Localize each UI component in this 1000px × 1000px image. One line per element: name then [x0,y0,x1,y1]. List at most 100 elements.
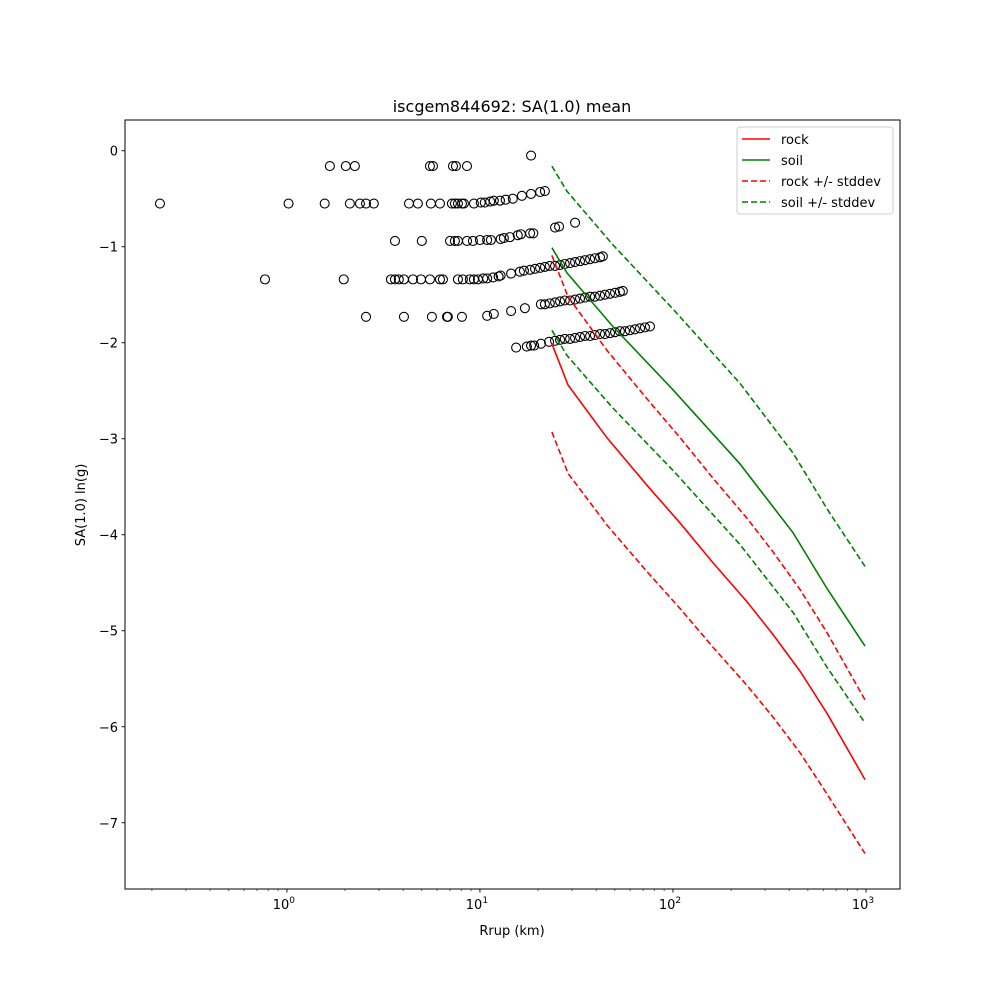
data-point [398,274,409,285]
data-point [518,265,529,276]
data-point [599,289,610,300]
data-point [349,161,360,172]
data-point [599,329,610,340]
data-point [554,221,565,232]
data-point [424,274,436,285]
data-point [585,291,596,302]
x-tick-label: 102 [659,896,681,913]
data-point [550,222,561,233]
data-point [424,161,436,172]
data-point [579,255,591,266]
data-point [468,198,479,209]
data-point [565,295,576,306]
data-point [338,274,349,285]
data-point [550,335,561,346]
series-line-rock-stddev [551,431,866,854]
data-point [426,311,437,322]
data-point [554,296,566,307]
series-line-soil-stddev [551,165,866,567]
data-point [344,198,355,209]
data-point [283,198,294,209]
data-point [407,274,419,285]
data-point [594,290,606,301]
data-point [535,262,546,273]
data-point [525,264,536,275]
data-point [434,198,446,209]
data-point [579,330,591,342]
data-point [458,198,469,209]
data-point [442,311,453,322]
data-point [585,254,596,265]
data-point [519,303,530,314]
data-point [554,334,566,345]
data-point [515,229,526,240]
data-point [425,198,436,209]
data-point [570,217,581,228]
data-point [565,257,576,269]
y-tick-label: −4 [99,529,118,544]
y-tick-label: −2 [99,337,118,352]
data-point [639,322,651,333]
data-point [525,228,536,239]
data-point [464,274,475,285]
series-line-soil [551,247,866,647]
data-point [544,298,555,309]
y-tick-label: −7 [99,817,118,832]
data-point [488,308,499,319]
data-point [589,330,600,341]
legend-box [736,126,894,215]
data-point [452,274,463,285]
data-point [456,311,468,322]
legend-label: soil [781,154,803,169]
x-axis: 100 101 102 103 [151,889,874,913]
data-point [450,161,461,172]
data-point [525,340,537,351]
data-point [498,233,509,244]
data-point [585,330,596,342]
data-point [565,333,576,344]
data-point [434,274,446,285]
data-point [324,161,335,172]
data-point [478,273,489,284]
plot-marks [154,150,866,854]
y-tick-label: 0 [110,145,118,160]
data-point [511,342,522,353]
data-point [574,293,586,304]
data-point [535,338,546,349]
data-point [452,198,463,209]
legend-label: rock [781,133,809,148]
data-point [516,190,527,201]
data-point [461,235,473,247]
data-point [457,274,468,285]
data-point [500,194,511,205]
data-point [574,256,586,267]
data-point [488,195,499,206]
axes-frame [124,119,901,890]
series-line-soil-stddev [551,329,866,724]
y-tick-label: −5 [99,625,118,640]
data-point [154,198,166,209]
data-point [604,328,616,339]
data-point [482,310,493,321]
data-point [482,234,493,246]
x-tick-label: 101 [466,896,488,913]
data-point [521,341,532,352]
data-point [506,305,517,317]
data-point [340,161,351,172]
data-point [629,324,640,335]
data-point [525,150,537,161]
data-point [368,198,379,209]
data-point [474,234,485,246]
data-point [493,271,504,282]
data-point [507,193,518,204]
data-point [467,235,478,247]
data-point [589,291,600,302]
data-point [624,325,635,336]
data-point [360,311,372,322]
data-point [619,326,631,337]
y-tick-label: −3 [99,433,118,448]
y-axis-label: SA(1.0) ln(g) [74,464,89,547]
data-point [259,274,271,285]
data-point [617,285,628,296]
